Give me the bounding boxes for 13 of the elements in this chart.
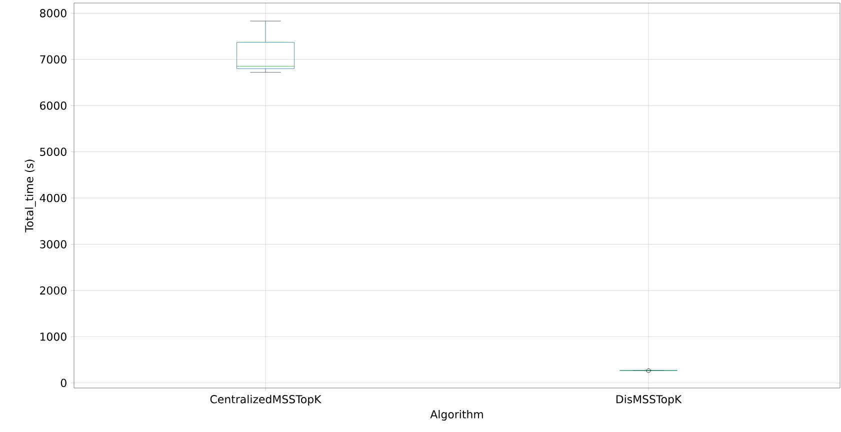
y-tick-label: 4000: [40, 194, 66, 202]
y-tick-label: 6000: [40, 101, 66, 110]
y-tick-label: 8000: [40, 9, 66, 18]
y-tick-label: 7000: [40, 55, 66, 64]
y-tick-label: 1000: [40, 332, 66, 341]
y-tick-label: 5000: [40, 148, 66, 156]
y-tick-label: 2000: [40, 286, 66, 295]
x-axis-title: Algorithm: [430, 410, 483, 421]
y-tick-label: 3000: [40, 240, 66, 248]
x-tick-label: CentralizedMSSTopK: [210, 394, 322, 406]
y-axis-title: Total_time (s): [24, 160, 36, 232]
y-tick-label: 0: [60, 378, 66, 388]
x-tick-label: DisMSSTopK: [616, 394, 682, 406]
